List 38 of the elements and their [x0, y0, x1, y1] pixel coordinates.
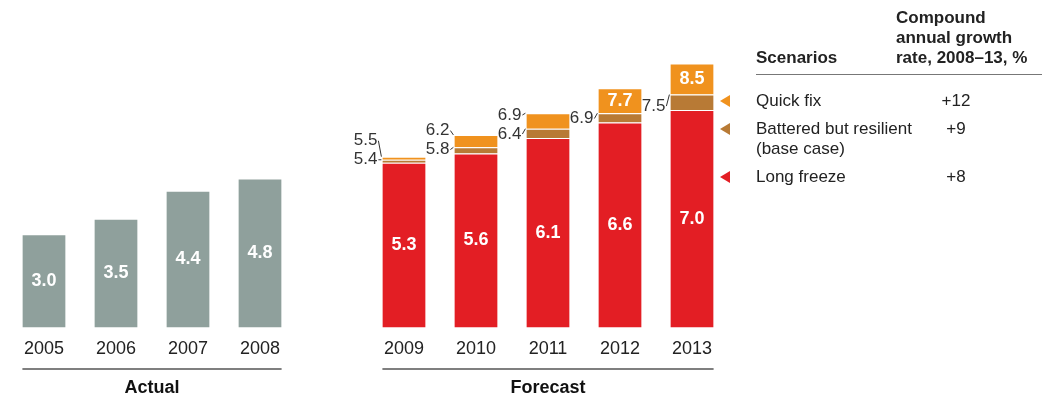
annotation: 5.5 — [353, 130, 378, 150]
annotation: 6.4 — [497, 123, 522, 143]
data-label: 3.0 — [31, 269, 57, 290]
text: Forecast — [510, 376, 586, 397]
data-label: 5.3 — [391, 234, 417, 255]
data-label: 4.8 — [247, 241, 273, 262]
x-tick-label: 2013 — [671, 338, 713, 359]
data-label: 7.0 — [679, 207, 705, 228]
text: +8 — [945, 167, 967, 187]
x-tick-label: 2008 — [239, 338, 281, 359]
annotation: 7.5 — [641, 95, 666, 115]
x-tick-label: 2009 — [383, 338, 425, 359]
x-tick-label: 2006 — [95, 338, 137, 359]
legend-label: Battered but resilient (base case) — [756, 119, 913, 159]
x-tick-label: 2011 — [528, 338, 568, 359]
data-label: 4.4 — [175, 248, 201, 269]
legend-label: Long freeze — [756, 167, 847, 187]
data-label: 6.6 — [607, 213, 633, 234]
text: +12 — [940, 91, 972, 111]
annotation: 5.4 — [353, 149, 378, 169]
annotation: 7.7 — [607, 89, 633, 110]
annotation: 6.2 — [425, 120, 450, 140]
text: Compound annual growth rate, 2008–13, % — [896, 8, 1029, 68]
annotation: 6.9 — [569, 108, 594, 128]
legend-label: Quick fix — [756, 91, 823, 111]
annotation: 8.5 — [679, 68, 705, 89]
legend-title: Scenarios — [756, 48, 839, 68]
x-tick-label: 2005 — [23, 338, 65, 359]
data-label: 5.6 — [463, 229, 489, 250]
x-tick-label: 2012 — [599, 338, 641, 359]
annotation: 5.8 — [425, 139, 450, 159]
text: +9 — [945, 119, 967, 139]
annotation: 6.9 — [497, 104, 522, 124]
x-tick-label: 2007 — [167, 338, 209, 359]
x-tick-label: 2010 — [455, 338, 497, 359]
text: Actual — [124, 376, 180, 397]
data-label: 3.5 — [103, 262, 129, 283]
data-label: 6.1 — [535, 221, 561, 242]
